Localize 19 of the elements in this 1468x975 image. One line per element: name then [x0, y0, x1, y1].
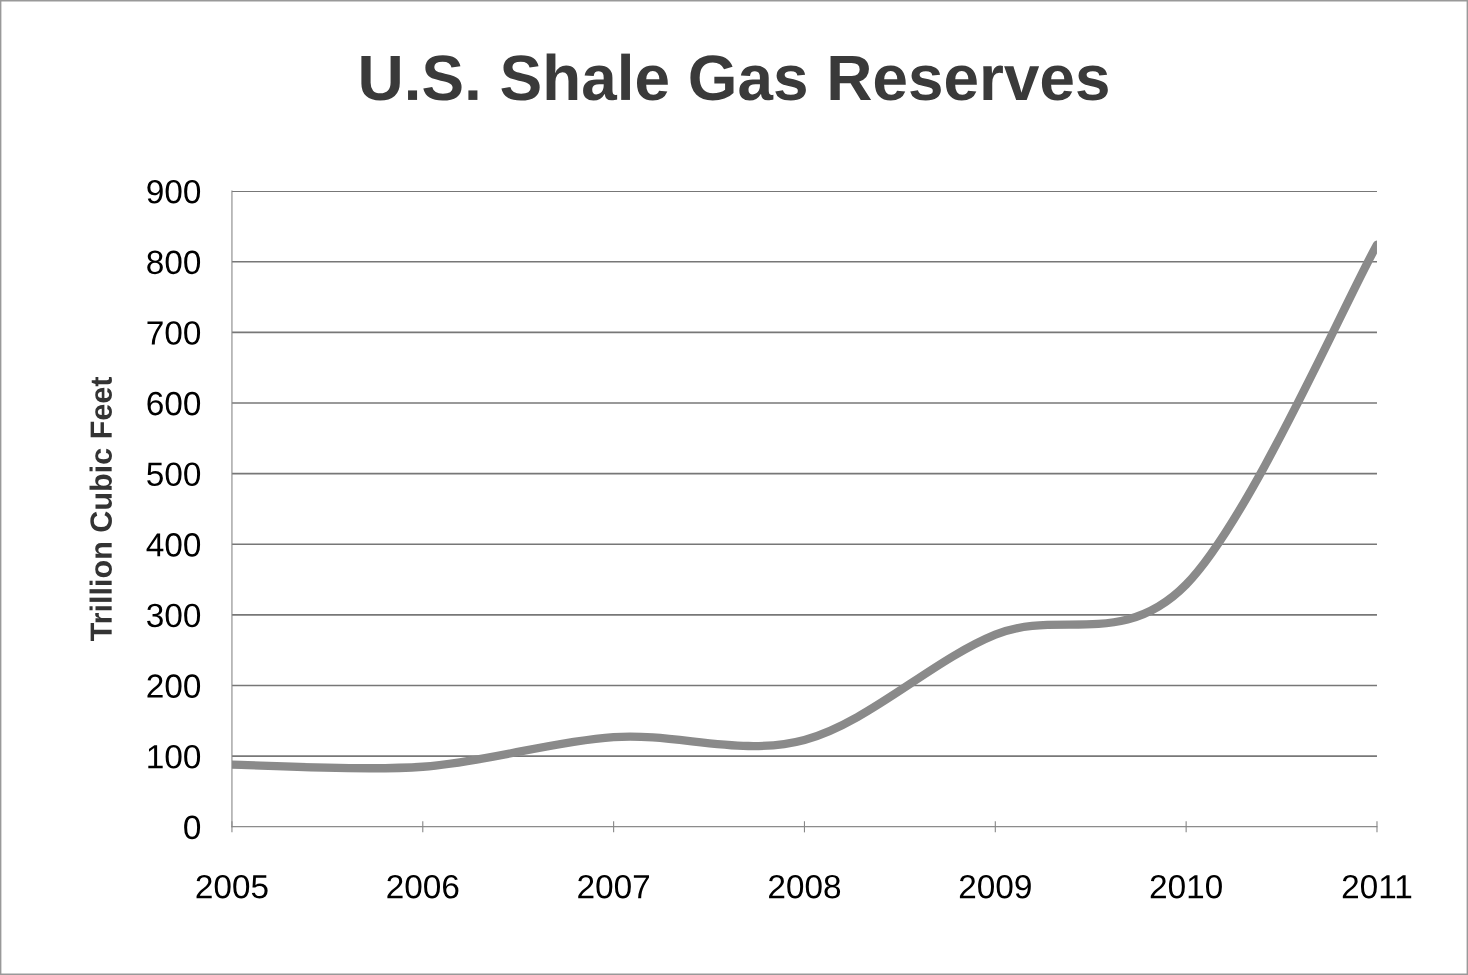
x-tick-label: 2011: [1342, 874, 1412, 899]
y-axis-title: Trillion Cubic Feet: [89, 376, 112, 642]
x-tick-label: 2007: [578, 874, 650, 899]
x-tick-label: 2006: [387, 874, 459, 899]
y-tick-label: 100: [148, 744, 201, 769]
y-tick-label: 200: [147, 674, 201, 698]
x-tick-label: 2008: [769, 874, 841, 899]
y-tick-label: 500: [147, 462, 201, 487]
y-tick-label: 400: [146, 533, 201, 557]
y-tick-label: 300: [147, 603, 201, 628]
y-tick-label: 800: [147, 250, 201, 275]
chart-title: U.S. Shale Gas Reserves: [361, 53, 1108, 101]
y-tick-label: 600: [147, 391, 201, 416]
y-tick-label: 700: [147, 321, 201, 345]
y-tick-label: 0: [184, 815, 201, 840]
x-tick-label: 2005: [196, 874, 268, 899]
x-tick-label: 2010: [1150, 874, 1222, 899]
y-tick-label: 900: [147, 179, 201, 204]
x-tick-label: 2009: [959, 874, 1031, 899]
